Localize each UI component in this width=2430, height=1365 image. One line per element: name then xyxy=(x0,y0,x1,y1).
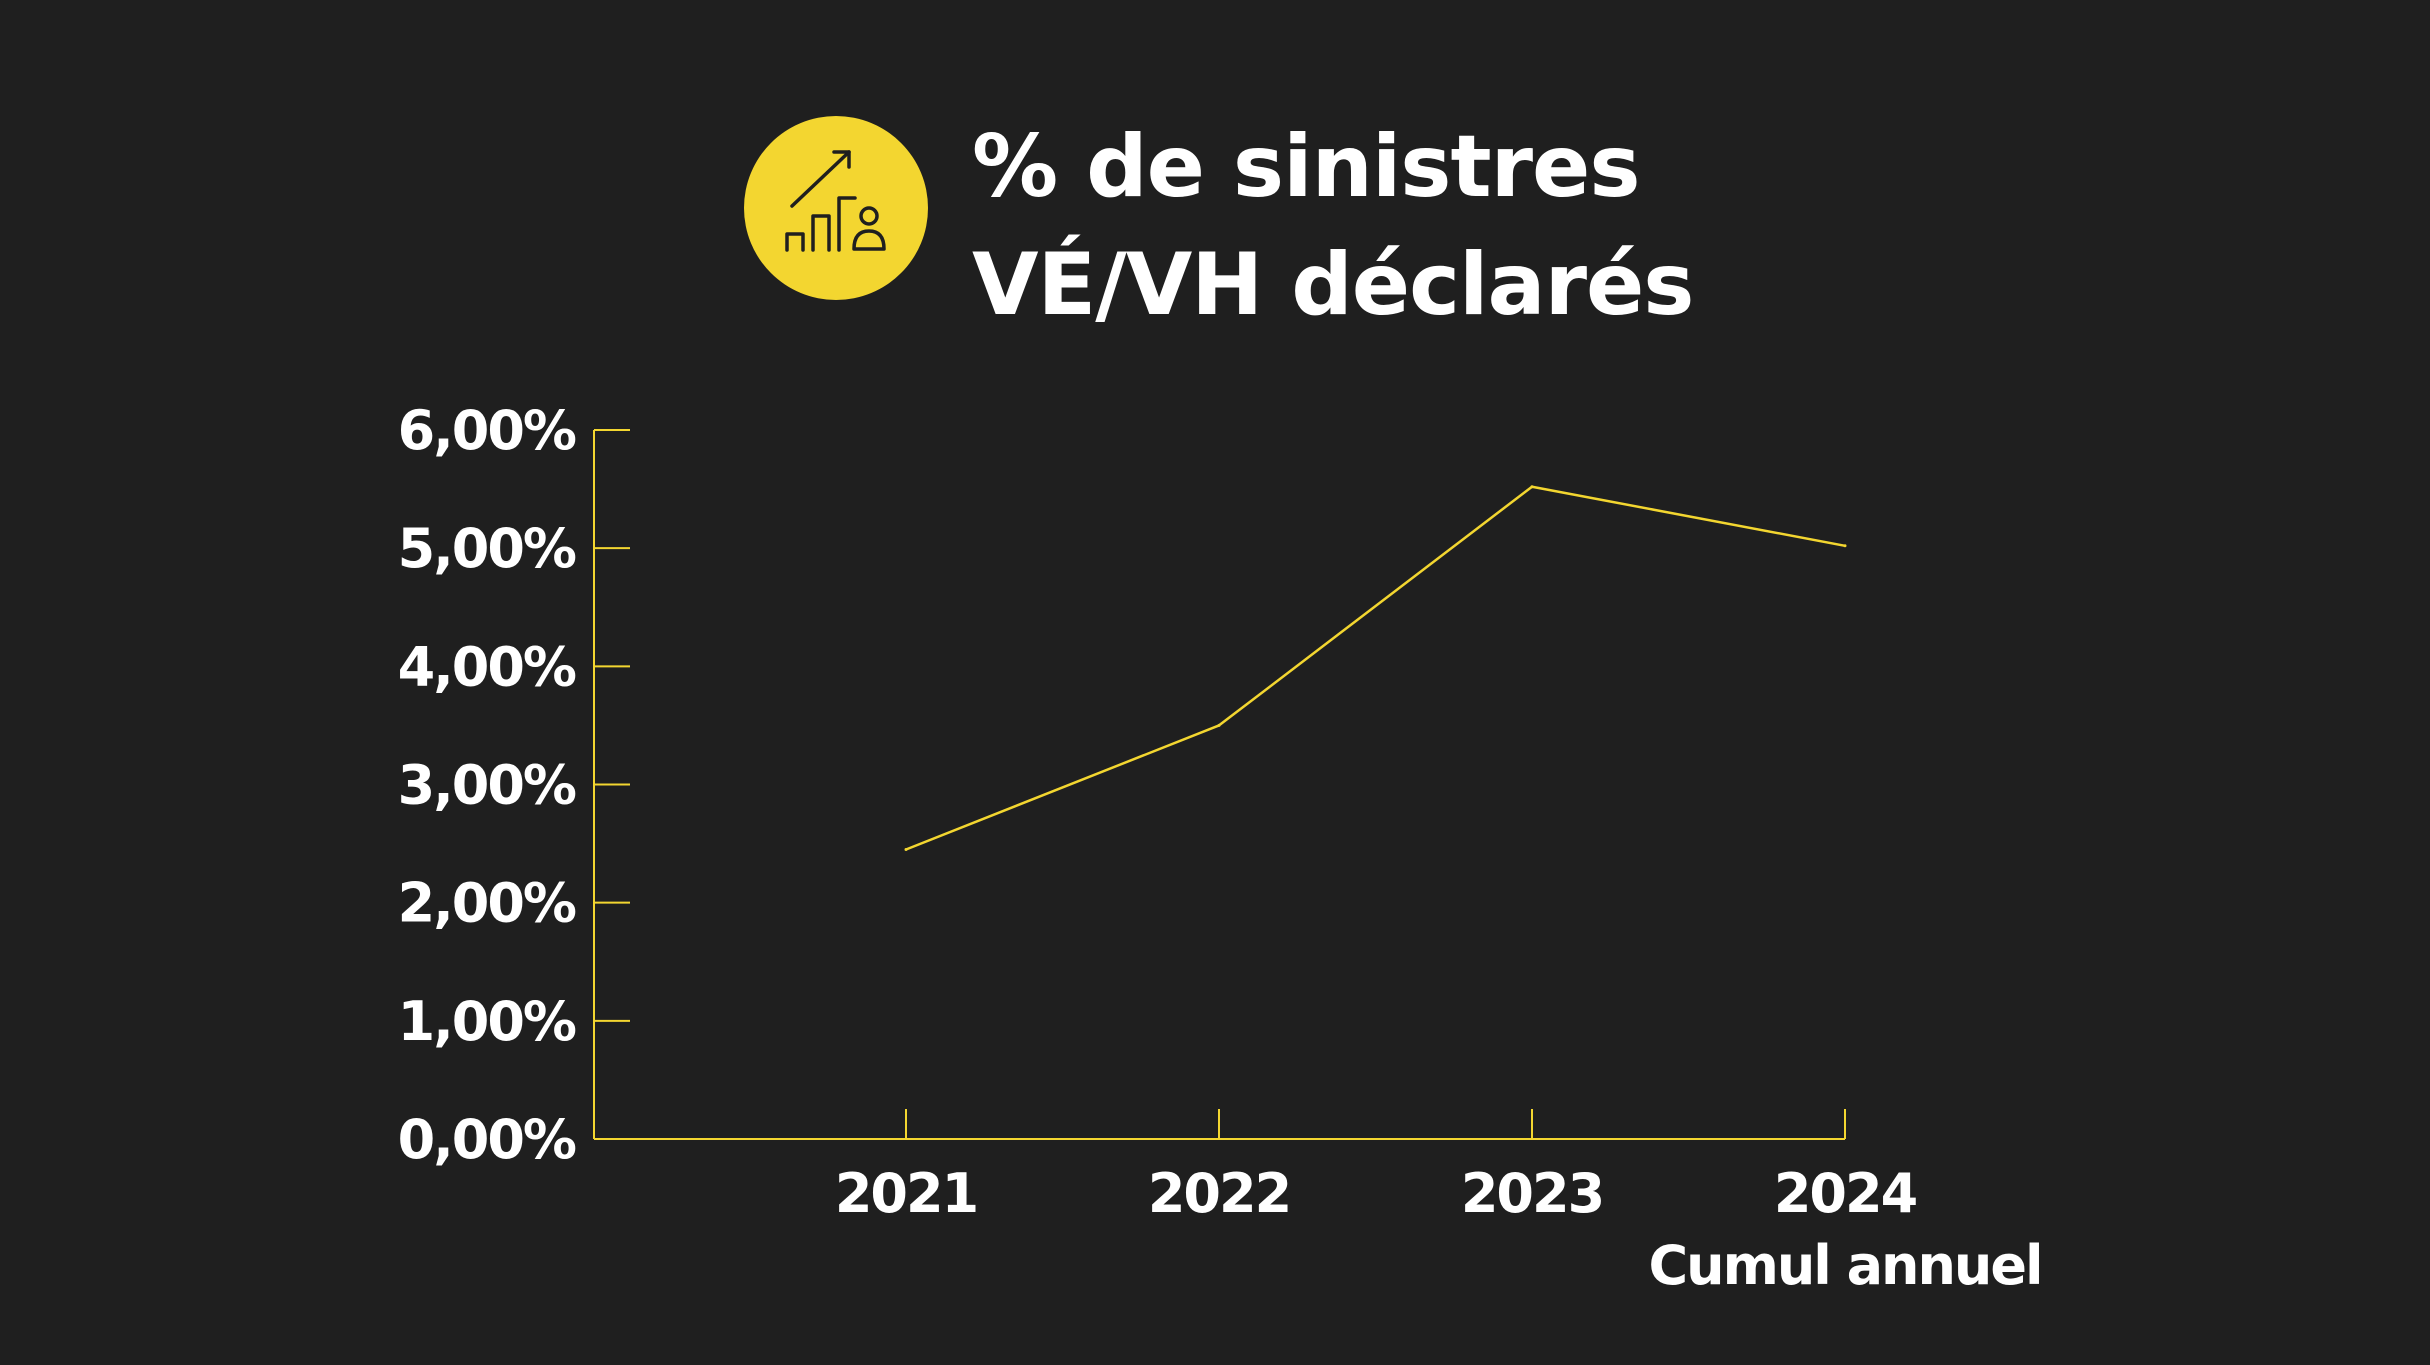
x-tick-sublabel: Cumul annuel xyxy=(1649,1234,2042,1297)
y-tick-label: 3,00% xyxy=(398,754,576,817)
x-tick-label: 2024 xyxy=(1774,1162,1917,1225)
y-tick-label: 4,00% xyxy=(398,635,576,698)
x-tick-label: 2023 xyxy=(1461,1162,1603,1225)
data-point xyxy=(1217,723,1221,727)
y-tick-label: 5,00% xyxy=(398,517,576,580)
y-tick-label: 2,00% xyxy=(398,872,576,935)
data-point xyxy=(904,847,908,851)
icon-badge xyxy=(744,116,928,300)
growth-chart-person-icon xyxy=(785,150,886,252)
y-tick-label: 0,00% xyxy=(398,1108,576,1171)
y-tick-label: 6,00% xyxy=(398,399,576,462)
chart-title-line-2: VÉ/VH déclarés xyxy=(972,235,1695,335)
chart-title: % de sinistres VÉ/VH déclarés xyxy=(972,108,1695,344)
x-tick-label: 2021 xyxy=(835,1162,977,1225)
data-point xyxy=(1530,485,1534,489)
series-line xyxy=(905,485,1846,851)
y-tick-label: 1,00% xyxy=(398,990,576,1053)
chart-title-line-1: % de sinistres xyxy=(972,117,1641,217)
data-point xyxy=(1843,544,1847,548)
x-tick-label: 2022 xyxy=(1148,1162,1290,1225)
